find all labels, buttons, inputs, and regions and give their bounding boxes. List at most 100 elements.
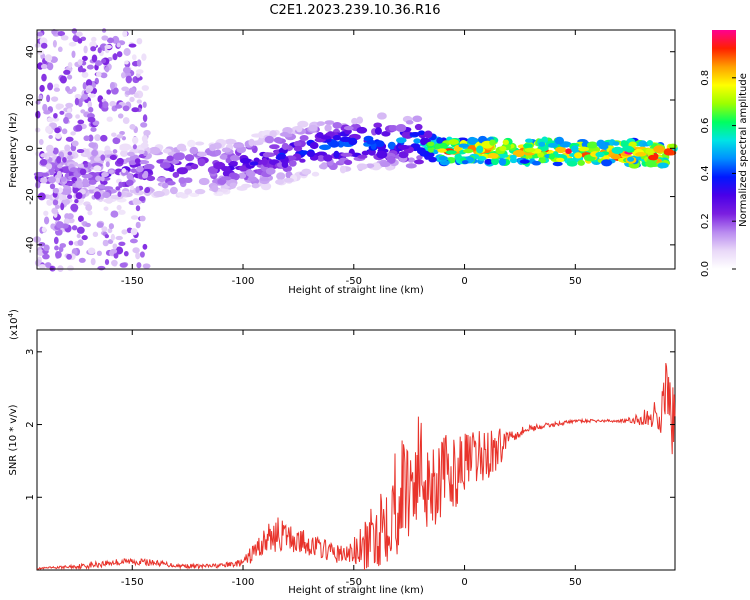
spectrogram-cell <box>251 183 260 189</box>
spectrogram-cell <box>143 170 149 177</box>
spectrogram-cell <box>295 125 303 133</box>
spectrogram-cell <box>82 81 87 90</box>
spectrogram-cell <box>323 154 333 162</box>
spectrogram-cell <box>100 72 108 79</box>
spectrogram-cell <box>75 180 84 189</box>
spectrogram-cell <box>229 182 237 188</box>
spectrogram-cell <box>42 103 48 112</box>
spectrogram-cell <box>121 229 128 235</box>
spectrogram-cell <box>132 136 139 145</box>
spectrogram-cell <box>91 54 98 63</box>
spectrogram-cell <box>102 101 109 109</box>
spectrogram-cell <box>103 150 113 155</box>
spectrogram-cell <box>67 61 73 69</box>
spectrogram-cell <box>90 257 96 266</box>
spectrogram-cell <box>43 110 51 115</box>
spectrogram-cell <box>132 144 137 150</box>
spectrogram-cell <box>169 186 178 195</box>
spectrogram-cell <box>119 130 125 136</box>
spectrogram-cell <box>77 239 84 246</box>
spectrogram-cell <box>373 122 383 129</box>
spectrogram-cell <box>109 249 114 255</box>
y-tick-label: -40 <box>25 237 36 253</box>
spectrogram-cell <box>77 100 83 107</box>
spectrogram-cell <box>112 53 118 61</box>
spectrogram-x-axis-label: Height of straight line (km) <box>288 285 424 296</box>
spectrogram-cell <box>35 181 41 189</box>
spectrogram-cell <box>519 159 530 164</box>
spectrogram-cell <box>88 93 96 98</box>
spectrogram-cell <box>130 185 135 191</box>
spectrogram-cell <box>219 154 229 160</box>
spectrogram-cell <box>107 239 114 245</box>
spectrogram-cell <box>525 138 533 143</box>
spectrogram-cell <box>265 167 276 175</box>
spectrogram-cell <box>143 163 155 171</box>
spectrogram-cell <box>93 191 101 200</box>
spectrogram-cell <box>95 175 102 182</box>
spectrogram-cell <box>53 87 60 92</box>
spectrogram-cell <box>67 151 73 156</box>
snr-ticks: -150 -100 -50 0 50 1 2 3 <box>25 330 675 588</box>
spectrogram-cell <box>260 182 272 191</box>
spectrogram-cell <box>102 191 111 199</box>
spectrogram-cell <box>106 89 112 95</box>
spectrogram-cell <box>113 252 119 259</box>
spectrogram-cell <box>47 62 54 71</box>
spectrogram-cell <box>183 177 193 184</box>
colorbar-tick-label: 0.6 <box>700 118 711 134</box>
spectrogram-cell <box>653 145 665 153</box>
spectrogram-cell <box>110 233 115 241</box>
spectrogram-cell <box>117 113 124 119</box>
spectrogram-cell <box>141 53 147 61</box>
spectrogram-cell <box>119 143 132 151</box>
spectrogram-cell <box>116 204 122 211</box>
spectrogram-cell <box>122 66 131 74</box>
spectrogram-cell <box>159 162 171 169</box>
spectrogram-cell <box>118 209 126 215</box>
spectrogram-cell <box>293 140 302 147</box>
spectrogram-cell <box>104 234 110 239</box>
spectrogram-cell <box>228 172 238 179</box>
spectrogram-cell <box>131 54 137 61</box>
spectrogram-cell <box>93 165 102 172</box>
spectrogram-cell <box>47 82 54 91</box>
spectrogram-cell <box>184 188 193 195</box>
spectrogram-cell <box>216 191 224 197</box>
spectrogram-cell <box>663 148 674 156</box>
spectrogram-cell <box>405 163 417 169</box>
spectrogram-cell <box>37 49 44 56</box>
spectrogram-cell <box>118 181 123 189</box>
spectrogram-cell <box>339 165 347 174</box>
y-tick-label: 1 <box>25 494 36 500</box>
spectrogram-cell <box>548 153 555 160</box>
spectrogram-cell <box>53 236 59 245</box>
spectrogram-cell <box>288 160 297 167</box>
spectrogram-cell <box>224 138 237 145</box>
spectrogram-cell <box>448 139 459 145</box>
spectrogram-cell <box>380 161 391 168</box>
spectrogram-ticks: -150 -100 -50 0 50 -40 -20 0 20 40 <box>25 30 675 287</box>
spectrogram-cell <box>49 183 56 190</box>
y-tick-label: 2 <box>25 421 36 427</box>
spectrogram-cell <box>374 127 382 135</box>
spectrogram-cell <box>554 136 565 145</box>
spectrogram-cell <box>60 35 69 41</box>
spectrogram-cell <box>344 159 353 166</box>
spectrogram-cell <box>172 152 185 161</box>
spectrogram-cell <box>280 131 289 137</box>
spectrogram-cell <box>477 155 487 161</box>
spectrogram-cell <box>439 160 450 166</box>
spectrogram-cell <box>611 146 624 155</box>
spectrogram-cell <box>77 59 83 66</box>
colorbar-tick-label: 0.0 <box>700 261 711 277</box>
spectrogram-cell <box>138 196 146 202</box>
spectrogram-cell <box>43 216 50 225</box>
spectrogram-cell <box>509 154 517 160</box>
spectrogram-cell <box>143 129 151 136</box>
spectrogram-cell <box>66 108 72 113</box>
spectrogram-cell <box>88 179 97 185</box>
spectrogram-cell <box>127 151 135 157</box>
spectrogram-cell <box>83 45 88 54</box>
spectrogram-cell <box>81 235 88 241</box>
